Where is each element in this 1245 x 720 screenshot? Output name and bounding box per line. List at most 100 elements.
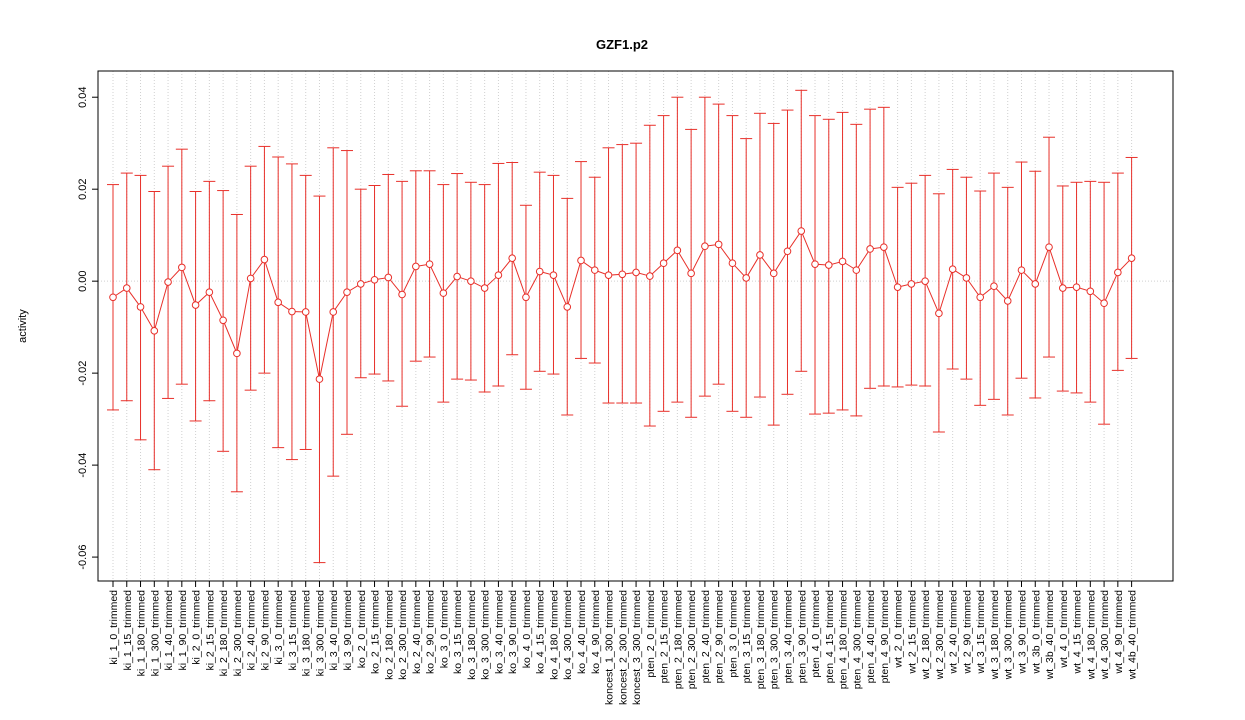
x-tick-label: ko_3_180_trimmed	[466, 590, 478, 680]
y-tick-label: 0.04	[77, 87, 89, 108]
x-tick-label: ko_3_40_trimmed	[493, 590, 505, 674]
point	[260, 255, 269, 264]
point	[191, 301, 200, 309]
x-tick-label: wt_4_0_trimmed	[1058, 590, 1070, 669]
point	[233, 349, 241, 358]
point	[604, 271, 613, 279]
x-tick-label: ki_1_0_trimmed	[108, 590, 120, 665]
point	[122, 284, 131, 292]
y-tick-label: -0.02	[77, 361, 89, 386]
x-tick-label: ko_2_90_trimmed	[425, 590, 437, 674]
point	[714, 240, 723, 249]
x-tick-label: ko_3_300_trimmed	[480, 590, 492, 680]
point	[990, 282, 998, 291]
point	[756, 251, 764, 259]
point	[425, 260, 434, 268]
y-tick-label: -0.04	[77, 453, 89, 478]
x-tick-label: ko_2_15_trimmed	[370, 590, 382, 674]
point	[164, 278, 172, 286]
x-tick-label: pten_3_90_trimmed	[796, 590, 808, 684]
x-tick-label: ki_3_15_trimmed	[287, 590, 299, 671]
x-tick-label: ko_4_40_trimmed	[576, 590, 588, 674]
y-tick-label: 0.00	[77, 270, 89, 291]
x-tick-label: koncest_2_300_trimmed	[617, 590, 629, 705]
point	[453, 272, 461, 281]
point	[480, 284, 489, 292]
x-tick-label: pten_3_300_trimmed	[769, 590, 781, 689]
x-tick-label: wt_3b_40_trimmed	[1044, 590, 1056, 680]
x-tick-label: ki_2_15_trimmed	[204, 590, 216, 671]
y-tick-label: 0.02	[77, 178, 89, 199]
x-tick-label: ki_3_90_trimmed	[342, 590, 354, 671]
y-axis-label: activity	[17, 309, 29, 343]
x-tick-label: pten_2_300_trimmed	[686, 590, 698, 689]
x-tick-label: ki_3_300_trimmed	[314, 590, 326, 677]
x-tick-label: wt_3b_0_trimmed	[1030, 590, 1042, 675]
x-tick-label: ko_2_40_trimmed	[411, 590, 423, 674]
x-tick-label: pten_4_0_trimmed	[810, 590, 822, 678]
x-tick-label: ki_2_40_trimmed	[246, 590, 258, 671]
x-tick-label: wt_2_15_trimmed	[906, 590, 918, 675]
x-tick-label: ko_4_180_trimmed	[548, 590, 560, 680]
x-tick-label: wt_2_180_trimmed	[920, 590, 932, 680]
point	[577, 256, 585, 265]
x-tick-label: pten_2_40_trimmed	[700, 590, 712, 684]
x-tick-label: ko_3_15_trimmed	[452, 590, 464, 674]
x-tick-label: wt_3_300_trimmed	[1003, 590, 1015, 680]
point	[976, 293, 984, 302]
point	[659, 259, 668, 268]
x-tick-label: ki_2_90_trimmed	[259, 590, 271, 671]
point	[288, 307, 296, 316]
point	[494, 271, 503, 279]
x-tick-label: ki_2_180_trimmed	[218, 590, 230, 677]
point	[673, 246, 682, 255]
x-tick-label: ko_2_300_trimmed	[397, 590, 409, 680]
x-tick-label: pten_2_15_trimmed	[659, 590, 671, 684]
point	[136, 303, 145, 311]
x-tick-label: pten_2_180_trimmed	[672, 590, 684, 689]
x-tick-label: pten_3_40_trimmed	[782, 590, 794, 684]
point	[439, 289, 448, 297]
point	[1058, 284, 1067, 292]
point	[962, 274, 971, 282]
x-tick-label: ko_2_0_trimmed	[356, 590, 368, 668]
x-tick-label: ki_2_0_trimmed	[191, 590, 203, 665]
point	[246, 274, 255, 283]
x-tick-label: wt_4_300_trimmed	[1099, 590, 1111, 680]
point	[701, 242, 709, 251]
point	[811, 260, 819, 268]
point	[370, 275, 379, 284]
point	[315, 375, 324, 383]
x-tick-label: pten_3_15_trimmed	[741, 590, 753, 684]
point	[384, 273, 393, 282]
x-tick-label: pten_4_90_trimmed	[879, 590, 891, 684]
x-tick-label: wt_2_90_trimmed	[961, 590, 973, 675]
point	[632, 268, 640, 277]
x-tick-label: ki_3_180_trimmed	[301, 590, 313, 677]
x-tick-label: pten_4_40_trimmed	[865, 590, 877, 684]
point	[935, 309, 943, 318]
x-tick-label: koncest_3_300_trimmed	[631, 590, 643, 705]
point	[467, 277, 475, 285]
point	[522, 293, 530, 302]
point	[880, 243, 888, 251]
point	[893, 283, 902, 291]
x-tick-label: wt_3_180_trimmed	[989, 590, 1001, 680]
point	[728, 259, 737, 268]
point	[412, 262, 420, 271]
point	[783, 247, 792, 256]
x-tick-label: ki_3_0_trimmed	[273, 590, 285, 665]
point	[1017, 266, 1026, 274]
point	[742, 274, 750, 282]
point	[921, 277, 929, 285]
plot-frame	[97, 70, 1174, 582]
x-tick-label: wt_2_300_trimmed	[934, 590, 946, 680]
x-tick-label: wt_4_90_trimmed	[1113, 590, 1125, 675]
point	[150, 327, 159, 335]
point	[1127, 254, 1136, 262]
x-tick-label: ko_4_0_trimmed	[521, 590, 533, 668]
x-tick-label: ko_3_90_trimmed	[507, 590, 519, 674]
point	[301, 308, 310, 316]
point	[838, 257, 847, 266]
